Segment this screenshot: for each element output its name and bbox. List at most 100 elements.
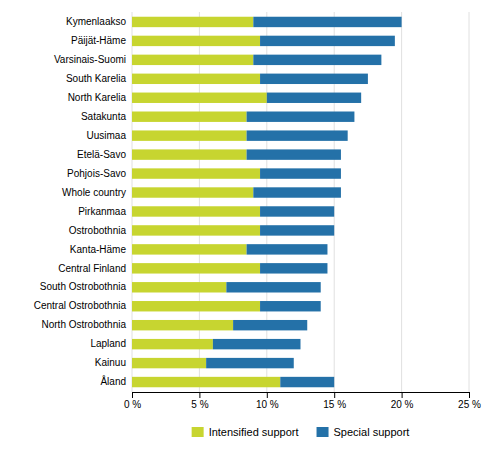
- tick: Åland: [100, 375, 126, 387]
- bar: [132, 282, 226, 292]
- tick-mark: [334, 392, 335, 398]
- bar: [233, 320, 307, 330]
- bar: [260, 301, 321, 311]
- grid-line: [334, 12, 335, 392]
- bar: [132, 301, 260, 311]
- tick-label: Pirkanmaa: [78, 206, 126, 217]
- tick: Kanta-Häme: [70, 244, 127, 255]
- bar: [132, 130, 247, 140]
- bar: [267, 93, 361, 103]
- bar: [247, 244, 328, 254]
- legend-item: Intensified support: [192, 426, 299, 438]
- tick: Satakunta: [81, 111, 126, 122]
- tick-label: South Ostrobothnia: [40, 281, 127, 292]
- tick-mark: [267, 392, 268, 398]
- bar: [132, 263, 260, 273]
- axis-line: [133, 393, 470, 399]
- tick: Ostrobothnia: [69, 225, 127, 236]
- grid-line: [199, 12, 200, 392]
- bar: [132, 206, 260, 216]
- legend-item: Special support: [317, 426, 410, 438]
- bar: [132, 377, 280, 387]
- bar: [132, 112, 247, 122]
- bar: [132, 320, 233, 330]
- tick: South Ostrobothnia: [40, 281, 127, 292]
- tick: Etelä-Savo: [77, 149, 126, 160]
- tick-label: North Ostrobothnia: [42, 319, 127, 330]
- bar: [253, 17, 401, 27]
- tick: South Karelia: [66, 73, 126, 84]
- tick: Central Ostrobothnia: [34, 300, 127, 311]
- tick-label: Uusimaa: [87, 130, 127, 141]
- tick-label: Åland: [100, 375, 126, 387]
- bar: [132, 17, 253, 27]
- bar: [260, 206, 334, 216]
- grid-line: [266, 12, 267, 392]
- tick: Varsinais-Suomi: [54, 54, 126, 65]
- bar: [247, 149, 341, 159]
- tick: Päijät-Häme: [71, 35, 126, 46]
- bar: [132, 339, 213, 349]
- tick: Kainuu: [95, 357, 126, 368]
- tick: Lapland: [90, 338, 126, 349]
- tick-label: North Karelia: [68, 92, 127, 103]
- tick-label: Central Finland: [58, 263, 126, 274]
- bar: [132, 93, 267, 103]
- bar: [247, 112, 355, 122]
- tick-label: Lapland: [90, 338, 126, 349]
- tick-label: 0 %: [124, 399, 141, 410]
- tick: 5 %: [191, 392, 208, 410]
- tick-label: Pohjois-Savo: [67, 168, 126, 179]
- tick-mark: [402, 392, 403, 398]
- tick-label: Whole country: [62, 187, 126, 198]
- legend: Intensified support Special support: [192, 426, 410, 438]
- bar: [260, 225, 334, 235]
- tick: 15 %: [323, 392, 346, 410]
- bar: [132, 168, 260, 178]
- tick-label: Ostrobothnia: [69, 225, 127, 236]
- bar: [280, 377, 334, 387]
- bar: [260, 263, 327, 273]
- tick-mark: [199, 392, 200, 398]
- tick-label: Satakunta: [81, 111, 126, 122]
- bar: [132, 225, 260, 235]
- tick: 20 %: [391, 392, 414, 410]
- bar: [260, 74, 368, 84]
- tick-label: Central Ostrobothnia: [34, 300, 127, 311]
- bar: [260, 168, 341, 178]
- tick: North Karelia: [68, 92, 127, 103]
- plot: 0 %5 %10 %15 %20 %25 %KymenlaaksoPäijät-…: [34, 12, 481, 410]
- tick: Uusimaa: [87, 130, 127, 141]
- tick: Pohjois-Savo: [67, 168, 126, 179]
- bar: [253, 187, 341, 197]
- grid-line: [401, 12, 402, 392]
- tick: Whole country: [62, 187, 126, 198]
- bar: [132, 36, 260, 46]
- x-axis: 0 %5 %10 %15 %20 %25 %: [124, 392, 481, 410]
- legend-label: Special support: [334, 426, 410, 438]
- series: [132, 17, 280, 388]
- tick-label: Etelä-Savo: [77, 149, 126, 160]
- bar: [132, 55, 253, 65]
- tick: Pirkanmaa: [78, 206, 126, 217]
- tick: 10 %: [256, 392, 279, 410]
- bar: [247, 130, 348, 140]
- grid: [132, 12, 469, 392]
- grid-line: [469, 12, 470, 392]
- bar: [260, 36, 395, 46]
- bar: [132, 358, 206, 368]
- tick-label: Kainuu: [95, 357, 126, 368]
- tick-label: South Karelia: [66, 73, 126, 84]
- bar: [132, 74, 260, 84]
- tick-label: 5 %: [191, 399, 208, 410]
- chart: 0 %5 %10 %15 %20 %25 %KymenlaaksoPäijät-…: [0, 0, 491, 454]
- tick-label: 20 %: [391, 399, 414, 410]
- tick-label: Päijät-Häme: [71, 35, 126, 46]
- tick-label: Kanta-Häme: [70, 244, 127, 255]
- tick-label: 10 %: [256, 399, 279, 410]
- bar: [213, 339, 301, 349]
- tick: Kymenlaakso: [66, 16, 126, 27]
- bar: [206, 358, 294, 368]
- legend-swatch: [192, 427, 204, 437]
- legend-swatch: [317, 427, 329, 437]
